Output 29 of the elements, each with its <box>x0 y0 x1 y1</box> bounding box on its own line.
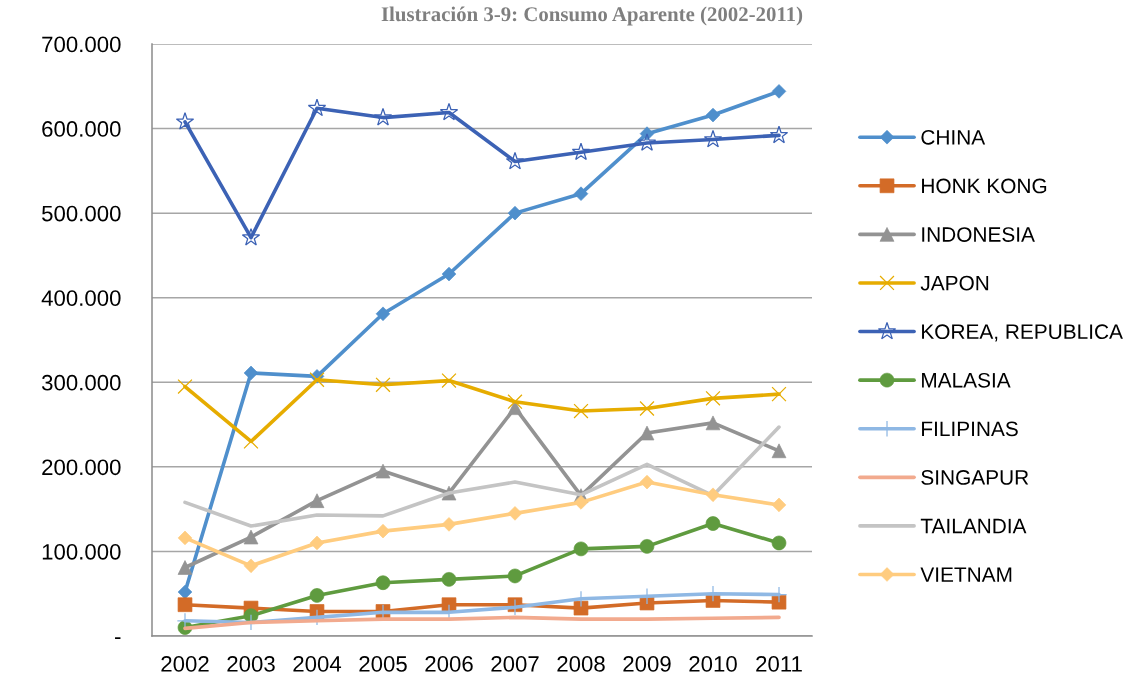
y-tick-label: 300.000 <box>41 374 121 391</box>
y-tick-label: 100.000 <box>42 543 121 560</box>
x-tick-label: 2005 <box>359 656 407 672</box>
legend-label: HONK KONG <box>922 178 1047 194</box>
chart-title: Ilustración 3-9: Consumo Aparente (2002-2011) <box>381 6 803 26</box>
x-tick-label: 2009 <box>623 656 671 672</box>
x-tick-label: 2004 <box>293 656 342 672</box>
y-tick-label: 700.000 <box>42 36 121 53</box>
legend-label: JAPON <box>920 275 989 291</box>
x-tick-label: 2003 <box>227 656 275 672</box>
y-tick-label: 500.000 <box>42 205 121 222</box>
legend-label: SINGAPUR <box>921 470 1029 485</box>
x-tick-label: 2007 <box>491 656 539 672</box>
legend-label: VIETNAM <box>920 567 1012 582</box>
y-tick-label: 400.000 <box>41 290 121 306</box>
x-tick-label: 2011 <box>756 656 802 672</box>
legend-label: INDONESIA <box>922 227 1035 242</box>
legend-label: KOREA, REPUBLICA <box>922 324 1123 342</box>
y-tick-label: 200.000 <box>42 459 121 476</box>
x-tick-label: 2010 <box>689 656 737 672</box>
legend-label: TAILANDIA <box>920 518 1027 534</box>
x-tick-label: 2002 <box>161 656 209 672</box>
y-tick-label: - <box>115 637 121 640</box>
legend-label: CHINA <box>921 129 986 145</box>
x-tick-label: 2008 <box>557 656 605 672</box>
x-tick-label: 2006 <box>425 656 473 672</box>
y-tick-label: 600.000 <box>42 121 121 137</box>
legend-label: MALASIA <box>922 372 1011 388</box>
legend-label: FILIPINAS <box>922 421 1018 437</box>
